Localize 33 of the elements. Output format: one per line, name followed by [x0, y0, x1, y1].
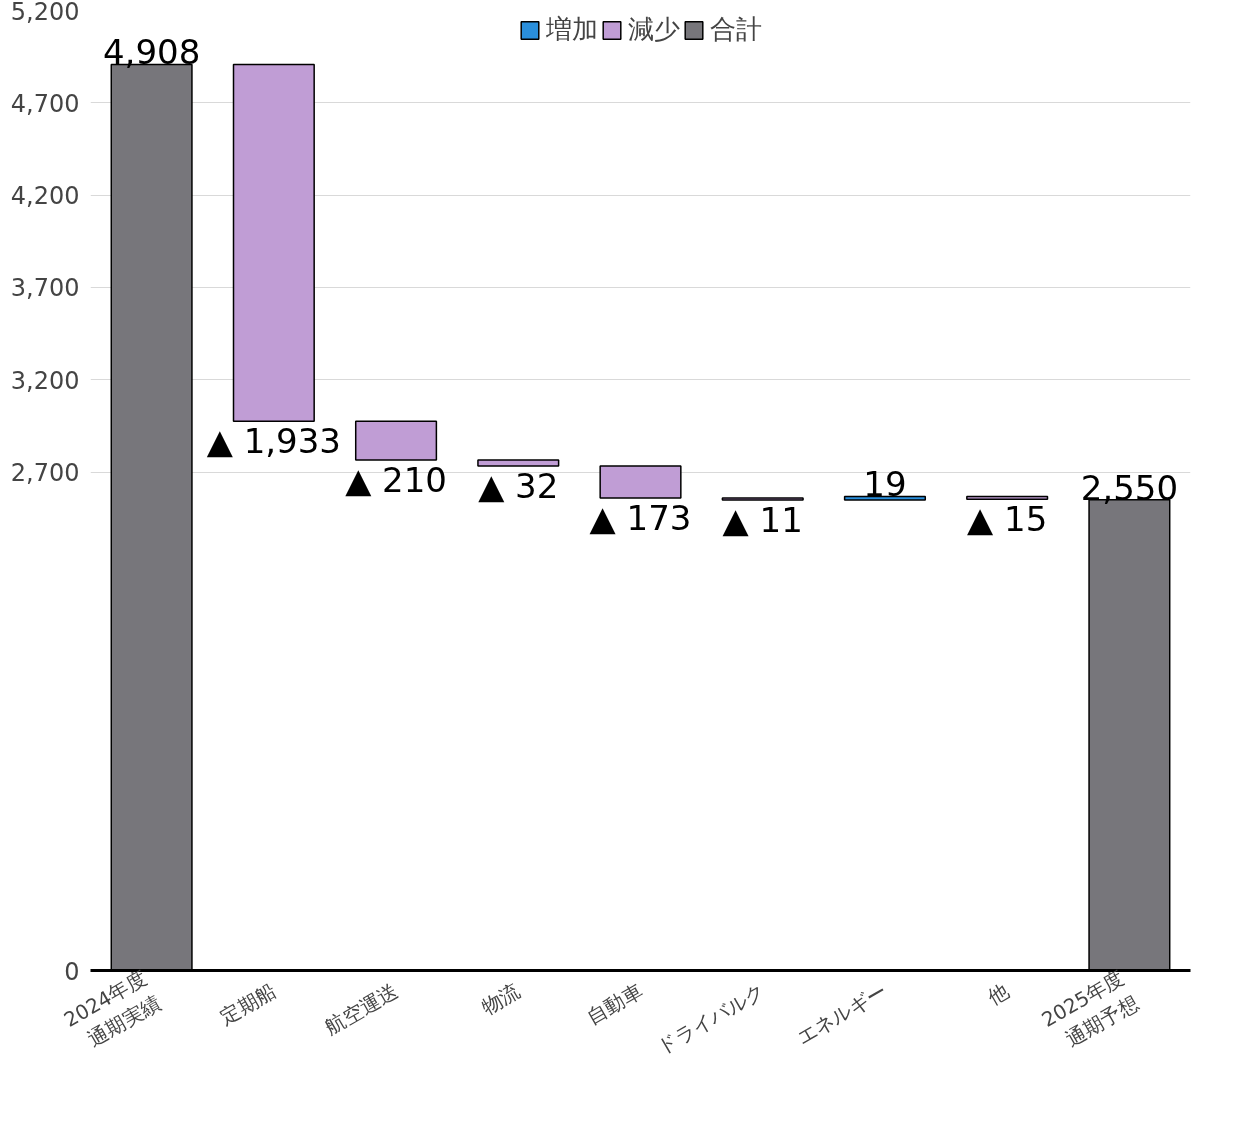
data-label: ▲ 11 — [722, 499, 803, 540]
data-label: ▲ 173 — [589, 497, 692, 538]
y-tick-label: 4,200 — [10, 182, 80, 211]
data-label: ▲ 32 — [478, 465, 559, 506]
legend-label: 合計 — [709, 13, 762, 46]
data-label: ▲ 1,933 — [206, 421, 341, 462]
bar — [966, 495, 1049, 500]
x-tick-label: 自動車 — [582, 978, 647, 1029]
y-tick-label: 0 — [64, 957, 80, 986]
x-tick-label: エネルギー — [792, 978, 891, 1049]
data-label: 2,550 — [1080, 467, 1179, 508]
x-tick-label: 航空運送 — [320, 978, 403, 1039]
legend-label: 増加 — [545, 13, 598, 46]
y-tick-label: 4,700 — [10, 89, 80, 118]
x-tick-label: ドライバルク — [652, 978, 769, 1059]
data-label: ▲ 210 — [345, 460, 447, 501]
data-label: ▲ 15 — [967, 499, 1048, 540]
x-tick-label: 物流 — [477, 978, 525, 1019]
bar — [354, 420, 438, 461]
y-tick-label: 3,700 — [10, 274, 80, 303]
bar — [599, 465, 682, 499]
bar — [843, 495, 927, 501]
x-tick-label: 定期船 — [215, 978, 280, 1029]
legend-label: 減少 — [627, 13, 680, 46]
y-tick-label: 2,700 — [10, 459, 80, 488]
bar — [721, 497, 804, 501]
bar — [477, 459, 560, 467]
data-label: 19 — [863, 464, 907, 505]
y-tick-label: 3,200 — [10, 366, 80, 395]
bar — [232, 63, 315, 423]
data-label: 4,908 — [102, 32, 201, 73]
x-tick-label: 他 — [983, 978, 1014, 1009]
y-tick-label: 5,200 — [10, 0, 80, 26]
